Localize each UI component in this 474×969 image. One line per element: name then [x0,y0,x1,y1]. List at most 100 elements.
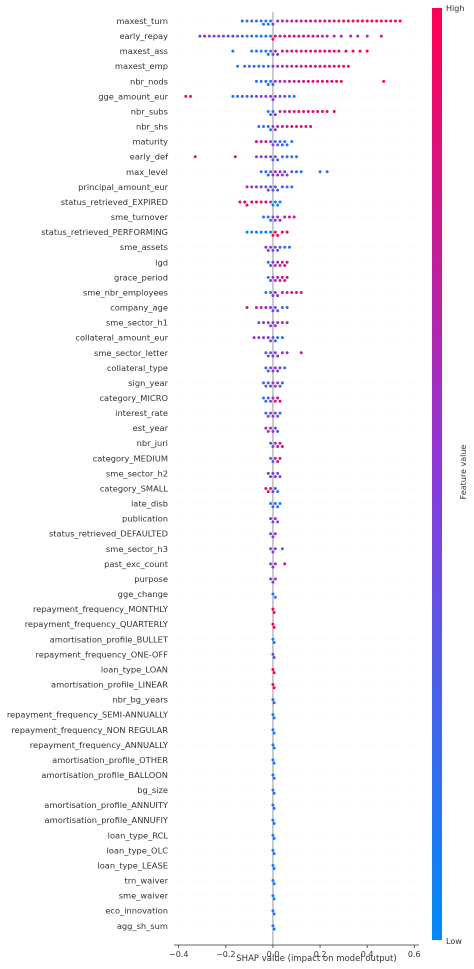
shap-point [278,200,282,204]
shap-point [271,109,275,113]
shap-point [254,200,258,204]
feature-label: category_MEDIUM [93,453,168,463]
shap-point [276,173,280,177]
shap-point [325,170,329,174]
shap-point [264,351,268,355]
shap-point [254,230,258,234]
shap-point [271,743,275,747]
shap-point [259,94,263,98]
shap-point [290,49,294,53]
shap-point [285,173,289,177]
shap-point [272,867,276,871]
feature-label: amortisation_profile_BULLET [50,634,169,644]
shap-point [271,321,275,325]
shap-point [313,64,317,68]
shap-point [272,716,276,720]
shap-point [271,565,275,569]
shap-point [259,306,263,310]
shap-point [276,19,280,23]
shap-point [257,336,261,340]
shap-point [257,125,261,129]
shap-point [280,143,284,147]
shap-point [266,396,270,400]
shap-point [295,170,298,174]
shap-point [283,279,287,283]
shap-point [351,19,355,23]
shap-point [259,155,263,159]
shap-point [271,125,275,129]
shap-point [280,260,284,264]
feature-label: est_year [133,423,169,433]
shap-point [266,381,270,385]
shap-point [271,37,275,41]
shap-point [245,230,249,234]
feature-label: maxest_turn [116,16,168,26]
shap-point [280,444,284,448]
shap-point [276,354,280,358]
shap-point [276,369,280,373]
shap-point [271,471,275,475]
x-tick-label: 0.4 [361,950,374,959]
shap-point [272,671,276,675]
shap-point [193,155,197,159]
shap-point [285,230,289,234]
shap-point [259,185,263,189]
shap-point [259,200,263,204]
shap-point [285,185,289,189]
shap-point [335,79,339,83]
shap-point [276,321,280,325]
shap-point [272,897,276,901]
shap-point [285,321,289,325]
feature-label: status_retrieved_DEFAULTED [49,529,168,539]
shap-point [316,34,320,38]
shap-point [271,369,275,373]
shap-point [273,399,277,403]
shap-point [264,49,268,53]
shap-point [262,215,266,219]
shap-point [266,354,270,358]
shap-point [318,19,322,23]
shap-point [269,279,273,283]
shap-point [271,535,275,539]
shap-point [271,460,275,464]
shap-point [299,49,303,53]
shap-point [339,34,343,38]
shap-point [269,562,273,566]
shap-point [240,34,244,38]
shap-point [379,34,383,38]
shap-point [271,803,275,807]
shap-point [280,125,284,129]
shap-point [236,94,240,98]
feature-label: loan_type_LOAN [101,664,168,674]
feature-label: repayment_frequency_ONE-OFF [36,649,169,659]
shap-point [269,475,273,479]
shap-point [276,203,280,207]
shap-point [318,49,322,53]
shap-point [271,580,275,584]
shap-point [273,185,277,189]
shap-point [285,125,289,129]
shap-point [254,34,258,38]
feature-label: loan_type_LEASE [97,860,168,870]
shap-point [269,218,273,222]
shap-point [276,294,280,298]
shap-point [276,396,280,400]
shap-point [271,505,275,509]
shap-point [273,263,277,267]
shap-point [273,155,277,159]
shap-point [287,215,291,219]
shap-point [280,290,284,294]
shap-point [198,34,202,38]
shap-point [273,34,277,38]
feature-label: trn_waiver [124,876,168,886]
shap-point [271,863,275,867]
shap-point [269,577,273,581]
feature-label: amortisation_profile_BALLOON [41,770,168,780]
shap-point [269,230,273,234]
shap-point [264,155,268,159]
shap-point [332,49,336,53]
shap-point [365,34,369,38]
shap-point [273,456,277,460]
shap-point [250,34,254,38]
feature-label: nbr_bg_years [112,695,168,705]
